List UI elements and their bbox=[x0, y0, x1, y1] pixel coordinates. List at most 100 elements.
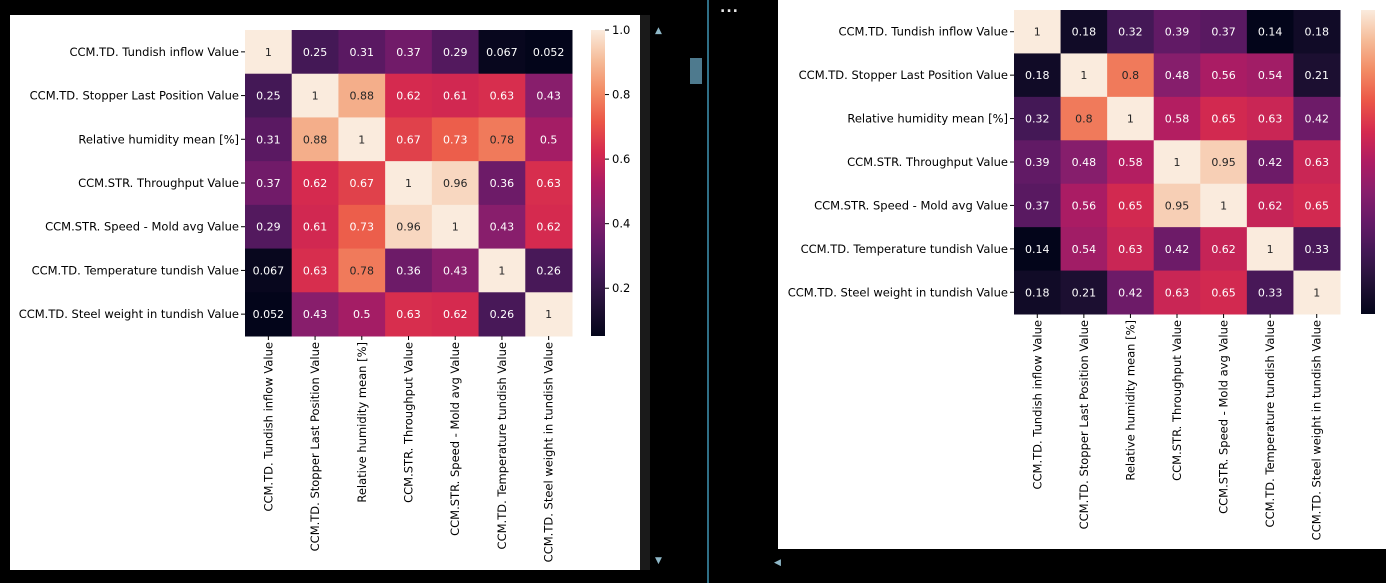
heatmap-cell bbox=[385, 117, 433, 162]
row-label: CCM.STR. Speed - Mold avg Value bbox=[45, 220, 239, 234]
heatmap-panel-left: 1 0.25 0.31 0.37 0.29 0.067 0.052 0.25 1 0.88 0.62… bbox=[10, 15, 640, 570]
cell-value-label: 0.65 bbox=[1118, 199, 1143, 212]
heatmap-cell bbox=[1246, 140, 1294, 185]
cell-value-label: 0.5 bbox=[353, 308, 371, 321]
heatmap-cell bbox=[245, 292, 293, 337]
cell-value-label: 0.48 bbox=[1072, 156, 1097, 169]
heatmap-cell bbox=[478, 30, 526, 75]
cell-value-label: 0.42 bbox=[1258, 156, 1283, 169]
heatmap-cell bbox=[1293, 10, 1341, 54]
cell-value-label: 0.65 bbox=[1211, 286, 1236, 299]
cell-value-label: 1 bbox=[452, 221, 459, 234]
cell-value-label: 0.96 bbox=[396, 221, 421, 234]
cell-value-label: 0.18 bbox=[1072, 26, 1097, 39]
heatmap-cell bbox=[338, 30, 386, 75]
heatmap-cell bbox=[525, 248, 573, 293]
heatmap-cell bbox=[1293, 96, 1341, 141]
column-label: Relative humidity mean [%] bbox=[1123, 320, 1137, 481]
cell-value-label: 1 bbox=[1034, 26, 1041, 39]
heatmap-cell bbox=[478, 292, 526, 337]
heatmap-cell bbox=[1153, 53, 1201, 98]
heatmap-cell bbox=[1200, 10, 1248, 54]
scrollbar-thumb[interactable] bbox=[690, 58, 702, 84]
heatmap-cell bbox=[1060, 270, 1108, 315]
heatmap-cell bbox=[245, 161, 293, 206]
heatmap-cell bbox=[478, 204, 526, 250]
heatmap-cell bbox=[1153, 227, 1201, 272]
heatmap-cell bbox=[291, 117, 339, 162]
cell-value-label: 0.63 bbox=[1165, 286, 1190, 299]
heatmap-cell bbox=[1014, 140, 1062, 185]
cell-value-label: 0.25 bbox=[256, 90, 281, 103]
heatmap-cell bbox=[1246, 270, 1294, 315]
cell-value-label: 0.18 bbox=[1025, 69, 1050, 82]
heatmap-cell bbox=[245, 30, 293, 75]
heatmap-cell bbox=[1200, 270, 1248, 315]
heatmap-cell bbox=[1014, 183, 1062, 228]
heatmap-cell bbox=[1153, 10, 1201, 54]
cell-value-label: 0.18 bbox=[1304, 26, 1329, 39]
column-label: CCM.TD. Stopper Last Position Value bbox=[1077, 320, 1091, 529]
heatmap-cell bbox=[385, 292, 433, 337]
heatmap-cell bbox=[431, 30, 480, 75]
cell-value-label: 0.67 bbox=[350, 177, 375, 190]
cell-value-label: 0.63 bbox=[1304, 156, 1329, 169]
heatmap-cell bbox=[385, 161, 433, 206]
cell-value-label: 0.21 bbox=[1304, 69, 1329, 82]
heatmap-cell bbox=[1246, 53, 1294, 98]
cell-value-label: 0.14 bbox=[1258, 26, 1283, 39]
cell-value-label: 1 bbox=[1174, 156, 1181, 169]
more-options-icon[interactable]: ... bbox=[720, 0, 739, 16]
scroll-left-icon[interactable]: ◀ bbox=[774, 558, 781, 568]
cell-value-label: 0.95 bbox=[1165, 199, 1190, 212]
heatmap-cell bbox=[525, 30, 573, 75]
heatmap-cell bbox=[1107, 227, 1155, 272]
scroll-up-icon[interactable]: ▲ bbox=[655, 26, 662, 36]
cell-value-label: 0.29 bbox=[443, 46, 468, 59]
cell-value-label: 0.56 bbox=[1072, 199, 1097, 212]
cell-value-label: 0.37 bbox=[1211, 26, 1236, 39]
cell-value-label: 0.62 bbox=[536, 221, 561, 234]
cell-value-label: 0.58 bbox=[1118, 156, 1143, 169]
cell-value-label: 0.95 bbox=[1211, 156, 1236, 169]
heatmap-cell bbox=[338, 292, 386, 337]
cell-value-label: 0.37 bbox=[1025, 199, 1050, 212]
heatmap-cell bbox=[431, 117, 480, 162]
heatmap-cell bbox=[1200, 140, 1248, 185]
cell-value-label: 0.78 bbox=[350, 264, 375, 277]
heatmap-cell bbox=[525, 204, 573, 250]
heatmap-cell bbox=[1014, 270, 1062, 315]
heatmap-cell bbox=[1200, 227, 1248, 272]
scroll-down-icon[interactable]: ▼ bbox=[655, 556, 662, 566]
cell-value-label: 0.39 bbox=[1165, 26, 1190, 39]
cell-value-label: 0.65 bbox=[1304, 199, 1329, 212]
heatmap-cell bbox=[385, 204, 433, 250]
heatmap-cell bbox=[1107, 96, 1155, 141]
cell-value-label: 0.8 bbox=[1122, 69, 1140, 82]
cell-value-label: 0.63 bbox=[490, 90, 515, 103]
cell-value-label: 0.43 bbox=[490, 221, 515, 234]
cell-value-label: 0.62 bbox=[443, 308, 468, 321]
heatmap-cell bbox=[1246, 96, 1294, 141]
cell-value-label: 1 bbox=[405, 177, 412, 190]
column-label: CCM.STR. Throughput Value bbox=[1170, 320, 1184, 481]
cell-value-label: 0.052 bbox=[253, 308, 285, 321]
cell-value-label: 1 bbox=[1080, 69, 1087, 82]
cell-value-label: 0.25 bbox=[303, 46, 328, 59]
colorbar-tick-label: 0.8 bbox=[612, 88, 630, 102]
colorbar bbox=[1361, 10, 1375, 314]
cell-value-label: 0.58 bbox=[1165, 113, 1190, 126]
cell-value-label: 0.37 bbox=[256, 177, 281, 190]
heatmap-cell bbox=[1060, 140, 1108, 185]
cell-value-label: 0.33 bbox=[1304, 243, 1329, 256]
heatmap-cell bbox=[385, 30, 433, 75]
column-label: CCM.TD. Temperature tundish Value bbox=[1263, 320, 1277, 527]
heatmap-cell bbox=[1200, 96, 1248, 141]
heatmap-cell bbox=[1014, 53, 1062, 98]
row-label: CCM.TD. Stopper Last Position Value bbox=[799, 68, 1008, 82]
row-label: CCM.TD. Stopper Last Position Value bbox=[30, 89, 239, 103]
pane-divider[interactable] bbox=[707, 0, 709, 583]
heatmap-cell bbox=[525, 161, 573, 206]
heatmap-cell bbox=[1200, 53, 1248, 98]
heatmap-cell bbox=[291, 248, 339, 293]
